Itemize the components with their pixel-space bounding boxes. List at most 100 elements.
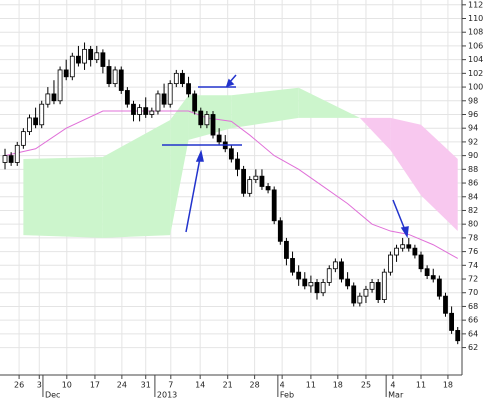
x-tick-label: 24 xyxy=(117,381,127,390)
annotation-arrow xyxy=(392,199,406,231)
y-tick-label: 102 xyxy=(468,69,483,78)
candle-body xyxy=(82,48,87,64)
candle-body xyxy=(192,93,198,112)
month-label: Feb xyxy=(280,391,294,400)
candle-body xyxy=(20,131,26,146)
candle-body xyxy=(100,52,106,67)
candle-body xyxy=(449,312,455,331)
candle-body xyxy=(351,285,357,304)
x-tick-label: 21 xyxy=(223,381,233,390)
candle-body xyxy=(277,220,283,242)
candle-body xyxy=(173,72,179,85)
y-tick-label: 98 xyxy=(468,96,478,105)
y-tick-label: 96 xyxy=(468,110,478,119)
x-tick-label: 26 xyxy=(14,381,24,390)
y-tick-label: 92 xyxy=(468,137,478,146)
candle-body xyxy=(2,155,8,163)
month-label: Dec xyxy=(45,391,60,400)
candle-body xyxy=(363,288,369,297)
x-tick-label: 3 xyxy=(37,381,42,390)
candle-body xyxy=(228,148,234,160)
candle-body xyxy=(149,110,155,115)
plot-layers xyxy=(0,0,462,375)
candle-body xyxy=(314,282,320,294)
y-tick-label: 70 xyxy=(468,288,478,297)
y-tick-label: 106 xyxy=(468,41,483,50)
cloud-segment xyxy=(170,95,189,236)
candle-body xyxy=(326,268,332,283)
candle-body xyxy=(394,247,399,256)
candle-body xyxy=(161,93,167,105)
y-tick-label: 88 xyxy=(468,165,478,174)
x-tick-label: 7 xyxy=(168,381,173,390)
y-tick-label: 82 xyxy=(468,206,478,215)
candle-body xyxy=(235,158,240,170)
y-tick-label: 74 xyxy=(468,261,478,270)
candle-body xyxy=(88,48,94,61)
candle-body xyxy=(45,93,51,105)
y-tick-label: 110 xyxy=(468,14,483,23)
candle-body xyxy=(167,83,173,105)
candle-body xyxy=(345,278,351,287)
candle-body xyxy=(455,330,461,342)
y-tick-label: 90 xyxy=(468,151,478,160)
candle-body xyxy=(436,278,442,297)
x-tick-label: 25 xyxy=(361,381,371,390)
y-tick-label: 72 xyxy=(468,275,478,284)
candle-body xyxy=(424,268,430,276)
candle-body xyxy=(443,295,448,314)
candle-body xyxy=(131,103,136,115)
candle-body xyxy=(241,168,247,194)
y-tick-label: 108 xyxy=(468,28,483,37)
y-tick-label: 112 xyxy=(468,0,483,9)
candle-body xyxy=(388,254,393,273)
candle-body xyxy=(106,66,112,85)
candle-body xyxy=(265,186,271,191)
x-tick-label: 10 xyxy=(62,381,72,390)
candle-body xyxy=(118,69,124,91)
cloud-segment xyxy=(188,95,232,140)
cloud-segment xyxy=(359,117,391,151)
candle-body xyxy=(296,271,302,280)
y-tick-label: 66 xyxy=(468,316,478,325)
candle-body xyxy=(204,114,210,126)
candle-body xyxy=(253,175,259,181)
candle-body xyxy=(369,282,375,290)
candle-body xyxy=(76,55,81,64)
candle-body xyxy=(155,93,161,112)
candle-body xyxy=(143,107,149,115)
candle-body xyxy=(320,282,326,294)
x-tick-label: 4 xyxy=(280,381,285,390)
candle-body xyxy=(259,175,265,187)
candle-body xyxy=(430,275,436,280)
cloud-segment xyxy=(390,117,422,196)
candle-body xyxy=(284,240,289,259)
candle-body xyxy=(332,261,338,270)
candle-body xyxy=(39,103,45,126)
candle-body xyxy=(94,52,100,61)
candle-body xyxy=(418,254,424,270)
x-tick-label: 11 xyxy=(416,381,426,390)
candle-body xyxy=(27,117,32,133)
cloud-segment xyxy=(102,119,171,238)
candle-body xyxy=(198,110,204,126)
x-tick-label: 31 xyxy=(141,381,151,390)
cloud-segment xyxy=(231,87,299,129)
candle-body xyxy=(308,282,314,287)
candle-body xyxy=(14,144,20,163)
candle-body xyxy=(112,69,118,85)
candle-body xyxy=(124,90,130,105)
candle-body xyxy=(412,247,418,256)
candle-body xyxy=(357,295,363,304)
annotations xyxy=(162,74,409,239)
candle-body xyxy=(51,93,57,102)
x-tick-label: 18 xyxy=(333,381,343,390)
x-tick-label: 28 xyxy=(250,381,260,390)
y-tick-label: 64 xyxy=(468,329,478,338)
x-tick-label: 14 xyxy=(195,381,205,390)
candle-body xyxy=(57,69,63,102)
x-tick-label: 4 xyxy=(390,381,395,390)
y-tick-label: 62 xyxy=(468,343,478,352)
base-line xyxy=(4,110,458,259)
y-tick-label: 78 xyxy=(468,233,478,242)
